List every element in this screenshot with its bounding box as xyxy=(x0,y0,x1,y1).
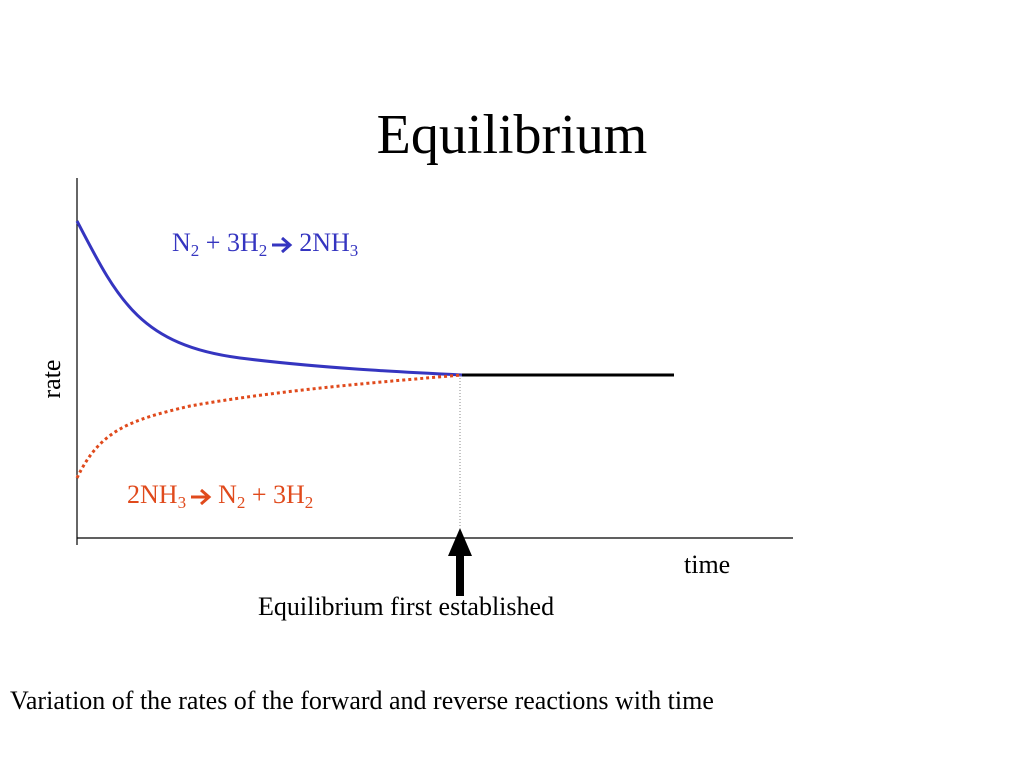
equation-subscript: 2 xyxy=(190,241,200,260)
equation-text: 2NH xyxy=(127,480,178,509)
equation-subscript: 3 xyxy=(177,493,187,512)
y-axis-label: rate xyxy=(37,359,66,399)
equilibrium-arrow-icon xyxy=(448,528,472,596)
forward-reaction-label: N2 + 3H2 2NH3 xyxy=(172,228,358,261)
right-arrow-icon xyxy=(191,489,212,506)
equation-subscript: 2 xyxy=(304,493,314,512)
equation-text: N xyxy=(218,480,237,509)
equation-subscript: 2 xyxy=(236,493,246,512)
equation-text: + 3H xyxy=(245,480,305,509)
equilibrium-annotation: Equilibrium first established xyxy=(258,592,555,621)
reverse-rate-curve xyxy=(75,373,463,479)
equation-text: N xyxy=(172,228,191,257)
right-arrow-icon xyxy=(272,237,293,254)
x-axis-label: time xyxy=(684,550,731,579)
reverse-reaction-label: 2NH3 N2 + 3H2 xyxy=(127,480,313,513)
equation-subscript: 2 xyxy=(258,241,268,260)
forward-rate-curve xyxy=(75,220,463,377)
equation-text: + 3H xyxy=(199,228,259,257)
equation-text: 2NH xyxy=(299,228,350,257)
equation-subscript: 3 xyxy=(349,241,359,260)
slide-caption: Variation of the rates of the forward an… xyxy=(10,686,714,715)
slide-title: Equilibrium xyxy=(376,104,648,166)
